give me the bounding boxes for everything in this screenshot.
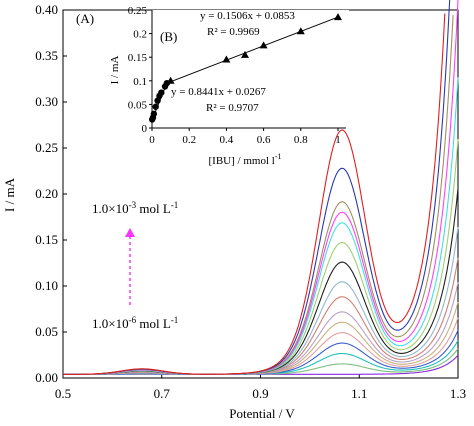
inset-point-high — [241, 50, 249, 58]
main-plot-curves — [63, 0, 459, 375]
x-axis-title: Potential / V — [229, 406, 295, 421]
inset-point-low — [150, 110, 158, 118]
annotation-low-concentration: 1.0×10-6 mol L-1 — [92, 315, 178, 331]
x-tick-label: 0.5 — [55, 386, 71, 401]
inset-point-high — [296, 27, 305, 35]
inset-y-tick-label: 0 — [142, 123, 148, 135]
inset-x-tick-label: 0.4 — [220, 134, 234, 146]
fit-equation-low: y = 0.8441x + 0.0267 — [171, 86, 266, 98]
inset-y-tick-label: 0.1 — [133, 76, 147, 88]
inset-x-tick-label: 0.6 — [257, 134, 271, 146]
inset-x-tick-label: 0.2 — [182, 134, 196, 146]
inset-y-axis-title: I / mA — [109, 56, 121, 85]
fit-r2-low: R² = 0.9707 — [206, 102, 259, 114]
x-tick-label: 1.3 — [450, 386, 466, 401]
panel-label-b: (B) — [160, 29, 177, 44]
x-tick-label: 1.1 — [351, 386, 367, 401]
cv-curve — [63, 138, 459, 375]
inset-point-high — [222, 55, 231, 63]
x-tick-label: 0.9 — [252, 386, 268, 401]
inset-y-tick-label: 0.25 — [128, 5, 148, 17]
inset-x-tick-label: 1 — [335, 134, 341, 146]
cv-curve — [63, 301, 459, 375]
fit-equation-high: y = 0.1506x + 0.0853 — [200, 10, 295, 22]
inset-point-high — [166, 76, 175, 84]
inset-point-low — [158, 89, 165, 96]
cv-curve — [63, 13, 446, 375]
cv-curve — [63, 226, 459, 375]
inset-x-tick-label: 0 — [149, 134, 155, 146]
panel-label-a: (A) — [76, 11, 94, 26]
y-axis-title: I / mA — [2, 177, 17, 212]
fit-r2-high: R² = 0.9969 — [207, 26, 260, 38]
inset-x-axis-title: [IBU] / mmol l-1 — [209, 152, 282, 167]
inset-y-tick-label: 0.15 — [128, 52, 148, 64]
y-tick-label: 0.40 — [35, 2, 58, 17]
inset-x-tick-label: 0.8 — [294, 134, 308, 146]
inset-y-tick-label: 0.05 — [128, 99, 148, 111]
inset-point-high — [259, 41, 268, 49]
y-tick-label: 0.35 — [35, 48, 58, 63]
inset-fit-line — [166, 16, 339, 84]
annotation-high-concentration: 1.0×10-3 mol L-1 — [92, 200, 178, 216]
y-tick-label: 0.00 — [35, 370, 58, 385]
y-tick-label: 0.05 — [35, 324, 58, 339]
x-tick-label: 0.7 — [154, 386, 171, 401]
inset-point-high — [334, 13, 342, 21]
y-tick-label: 0.20 — [35, 186, 58, 201]
inset-y-tick-label: 0.2 — [133, 29, 147, 41]
y-tick-label: 0.15 — [35, 232, 58, 247]
main-plot-axes: 0.000.050.100.150.200.250.300.350.400.5 0… — [35, 2, 466, 401]
y-tick-label: 0.25 — [35, 140, 58, 155]
concentration-arrow — [125, 228, 135, 305]
y-tick-label: 0.10 — [35, 278, 58, 293]
y-tick-label: 0.30 — [35, 94, 58, 109]
inset-calibration-plot: 0 0.05 0.1 0.15 0.2 0.25 0 0.2 0.4 0.6 0.8 1 (B) y = … — [109, 5, 349, 167]
inset-point-low — [152, 103, 159, 110]
